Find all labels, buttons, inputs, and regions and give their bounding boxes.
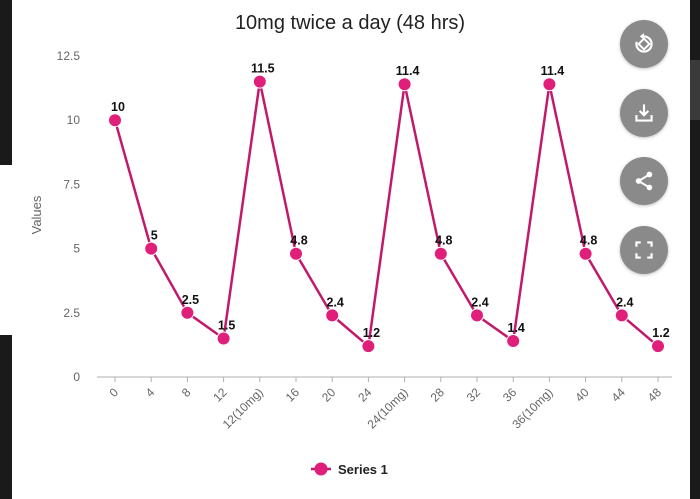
fullscreen-button[interactable] bbox=[620, 226, 668, 274]
x-tick-label: 24 bbox=[355, 385, 375, 405]
data-point bbox=[614, 308, 629, 323]
y-tick-label: 0 bbox=[73, 370, 80, 384]
data-point bbox=[397, 77, 412, 92]
data-label: 2.4 bbox=[471, 295, 488, 309]
rotate-icon bbox=[635, 33, 653, 53]
data-point bbox=[361, 339, 376, 354]
x-tick-label: 32 bbox=[464, 385, 484, 405]
data-point bbox=[651, 339, 665, 354]
y-tick-label: 5 bbox=[73, 242, 80, 256]
x-tick-label: 16 bbox=[283, 385, 303, 405]
fullscreen-icon bbox=[635, 241, 653, 259]
x-tick-label: 12 bbox=[210, 385, 230, 405]
data-point bbox=[578, 246, 593, 261]
series-points bbox=[108, 74, 665, 354]
data-point bbox=[216, 331, 231, 346]
data-point bbox=[289, 246, 303, 261]
data-label: 11.4 bbox=[541, 64, 565, 78]
share-icon bbox=[635, 171, 653, 191]
data-label: 2.4 bbox=[616, 295, 633, 309]
data-label: 1.4 bbox=[508, 321, 525, 335]
data-point bbox=[252, 74, 267, 89]
share-button[interactable] bbox=[620, 157, 668, 205]
data-label: 10 bbox=[111, 100, 125, 114]
data-label: 11.4 bbox=[396, 64, 420, 78]
data-label: 5 bbox=[151, 229, 158, 243]
download-icon bbox=[635, 104, 653, 122]
x-tick-label: 48 bbox=[645, 385, 665, 405]
data-label: 1.2 bbox=[363, 326, 380, 340]
screen-edge-right-gap bbox=[690, 60, 700, 120]
y-axis-label: Values bbox=[29, 195, 44, 234]
chart-title: 10mg twice a day (48 hrs) bbox=[235, 12, 465, 34]
data-label: 4.8 bbox=[580, 234, 597, 248]
data-label: 2.5 bbox=[182, 293, 199, 307]
x-tick-label: 0 bbox=[106, 385, 121, 400]
series-1-line bbox=[113, 80, 659, 348]
y-tick-label: 12.5 bbox=[57, 49, 81, 63]
data-point bbox=[108, 113, 122, 128]
data-point bbox=[180, 305, 195, 320]
screen-edge-left-gap bbox=[0, 165, 12, 335]
download-button[interactable] bbox=[620, 89, 668, 137]
data-label: 1.5 bbox=[218, 318, 235, 332]
x-tick-label: 40 bbox=[572, 385, 592, 405]
rotate-button[interactable] bbox=[620, 20, 668, 68]
x-tick-label: 20 bbox=[319, 385, 339, 405]
x-tick-label: 36 bbox=[500, 385, 520, 405]
y-tick-label: 2.5 bbox=[63, 306, 80, 320]
x-tick-label: 28 bbox=[428, 385, 448, 405]
screen-edge-right bbox=[690, 0, 700, 499]
x-tick-label: 44 bbox=[609, 385, 629, 405]
data-label: 1.2 bbox=[652, 326, 669, 340]
data-point bbox=[506, 334, 521, 349]
legend[interactable]: Series 1 bbox=[311, 462, 388, 477]
data-label: 11.5 bbox=[251, 62, 275, 76]
data-point bbox=[144, 241, 159, 256]
data-label: 4.8 bbox=[290, 234, 307, 248]
x-tick-label: 8 bbox=[179, 385, 194, 400]
legend-label[interactable]: Series 1 bbox=[338, 462, 388, 477]
data-point bbox=[470, 308, 484, 323]
data-point bbox=[542, 77, 557, 92]
data-label: 4.8 bbox=[435, 234, 452, 248]
y-tick-label: 7.5 bbox=[63, 177, 80, 191]
legend-marker bbox=[314, 462, 328, 476]
y-tick-label: 10 bbox=[67, 113, 81, 127]
data-labels: 10 5 2.5 1.5 11.5 4.8 2.4 1.2 11.4 4.8 2.4 1.4 11.4 4… bbox=[111, 62, 670, 341]
series-line bbox=[113, 80, 659, 348]
data-point bbox=[433, 246, 448, 261]
x-tick-label: 4 bbox=[143, 385, 158, 400]
data-label: 2.4 bbox=[327, 295, 344, 309]
data-point bbox=[325, 308, 340, 323]
